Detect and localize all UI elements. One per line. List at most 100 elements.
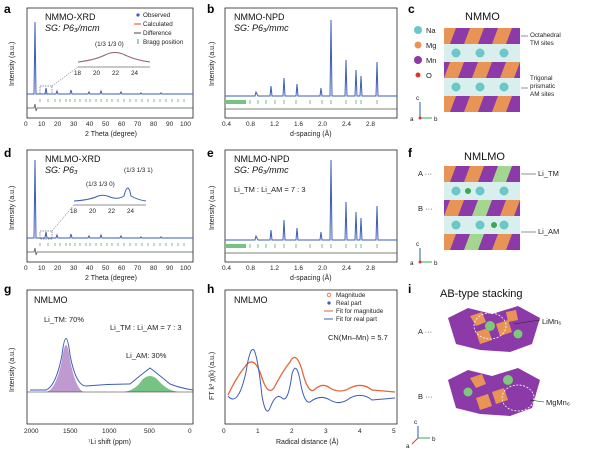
panel-d-diff [27, 247, 193, 256]
panel-b-pattern [225, 19, 397, 97]
inset-a-tick-18: 18 [74, 70, 82, 77]
legend-fit-mag: Fit for magnitude [336, 308, 384, 315]
panel-a: a NMMO-XRD SG: P6₃/mcm Observed Calculat… [4, 2, 194, 138]
panel-g-ylabel: Intensity (a.u.) [9, 348, 16, 392]
panel-e-ylabel: Intensity (a.u.) [209, 186, 216, 230]
panel-b-sg: SG: P6₃/mmc [234, 23, 289, 33]
svg-text:10: 10 [38, 121, 46, 128]
panel-c-note1-line2: TM sites [530, 40, 554, 47]
svg-text:2.4: 2.4 [342, 265, 351, 272]
panel-c-axes: c a b [410, 95, 438, 123]
panel-b-xticks: 0.4 0.8 1.2 1.6 2.0 2.4 2.8 [222, 121, 375, 128]
panel-a-pattern [27, 21, 193, 95]
panel-i-axes: c a b [406, 419, 436, 450]
panel-h-ylabel: FT k³ χ(k) (a.u.) [209, 352, 216, 400]
svg-text:1.2: 1.2 [270, 121, 279, 128]
inset-a-label: (1/3 1/3 0) [95, 41, 124, 48]
legend-mn: Mn [426, 56, 436, 65]
panel-i-letter: i [408, 282, 411, 296]
svg-text:1.6: 1.6 [294, 121, 303, 128]
svg-text:100: 100 [180, 265, 191, 272]
svg-text:2.8: 2.8 [366, 121, 375, 128]
panel-h-title: NMLMO [234, 295, 268, 305]
legend-o: O [426, 71, 432, 80]
panel-g-ratio: Li_TM : Li_AM = 7 : 3 [110, 323, 182, 332]
svg-text:0.4: 0.4 [222, 265, 231, 272]
panel-g-xlabel: ⁷Li shift (ppm) [88, 439, 131, 446]
panel-b-bragg-dense [226, 100, 246, 104]
svg-text:1500: 1500 [63, 428, 78, 435]
svg-text:30: 30 [70, 265, 78, 272]
svg-text:4: 4 [358, 428, 362, 435]
svg-text:20: 20 [54, 265, 62, 272]
svg-text:22: 22 [108, 208, 116, 215]
panel-c-note1-line1: Octahedral [530, 32, 561, 39]
panel-e-ratio: Li_TM : Li_AM = 7 : 3 [234, 185, 306, 194]
panel-c-note2-line3: AM sites [530, 91, 554, 98]
panel-e-sg: SG: P6₃/mmc [234, 165, 289, 175]
panel-e-xlabel: d-spacing (Å) [290, 273, 332, 282]
svg-text:a: a [410, 116, 414, 123]
panel-i-lbl1: LiMn₆ [542, 317, 561, 326]
legend-diff: Difference [143, 30, 172, 37]
svg-text:80: 80 [150, 265, 158, 272]
panel-d-title: NMLMO-XRD [45, 154, 101, 164]
svg-text:70: 70 [134, 121, 142, 128]
panel-h-xticks: 0 1 2 3 4 5 [222, 428, 396, 435]
panel-g-peak2: Li_AM: 30% [126, 351, 167, 360]
panel-f-axes: c a b [410, 241, 438, 267]
panel-g: g NMLMO Li_TM: 70% Li_AM: 30% Li_TM : Li… [4, 282, 194, 446]
svg-text:0: 0 [222, 428, 226, 435]
legend-mg: Mg [426, 41, 436, 50]
panel-c-structure [444, 28, 520, 112]
svg-text:2.0: 2.0 [318, 265, 327, 272]
panel-a-inset: (1/3 1/3 0) 18 20 22 24 [39, 41, 151, 95]
panel-f-li-am: Li_AM [538, 227, 559, 236]
svg-text:b: b [434, 260, 438, 267]
panel-b-bragg [249, 100, 378, 104]
svg-text:1000: 1000 [102, 428, 117, 435]
svg-text:2.8: 2.8 [366, 265, 375, 272]
panel-f-structure [444, 166, 520, 250]
panel-c-title: NMMO [465, 11, 500, 23]
panel-h-real [227, 348, 396, 412]
svg-text:50: 50 [102, 265, 110, 272]
svg-text:b: b [432, 436, 436, 443]
svg-text:18: 18 [70, 208, 78, 215]
panel-d-xticks: 0 10 20 30 40 50 60 70 80 90 100 [24, 265, 191, 272]
panel-g-xticks: 2000 1500 1000 500 0 [24, 428, 192, 435]
legend-fit-real: Fit for real part [336, 316, 377, 323]
svg-text:60: 60 [118, 121, 126, 128]
panel-d-xlabel: 2 Theta (degree) [85, 275, 137, 282]
panel-h-letter: h [207, 282, 214, 296]
panel-b: b NMMO-NPD SG: P6₃/mmc Intensity (a.u.) … [207, 2, 398, 138]
panel-e-letter: e [207, 146, 214, 160]
panel-f-li-tm: Li_TM [538, 169, 559, 178]
svg-text:10: 10 [38, 265, 46, 272]
legend-observed: Observed [143, 12, 171, 19]
legend-calc: Calculated [143, 21, 173, 28]
panel-e-bragg [249, 244, 378, 248]
panel-c-note2-line2: prismatic [530, 83, 555, 90]
panel-f-rowB: B ··· [418, 204, 433, 213]
svg-text:90: 90 [166, 121, 174, 128]
svg-text:c: c [416, 95, 419, 102]
panel-g-spectrum [30, 338, 194, 391]
panel-i-lbl2: MgMn₆ [546, 398, 570, 407]
legend-bragg: Bragg position [143, 39, 184, 46]
panel-h-frame [224, 289, 398, 425]
svg-text:a: a [406, 443, 410, 450]
legend-na-marker [414, 26, 422, 34]
inset-a-tick-22: 22 [112, 70, 120, 77]
panel-c-letter: c [408, 2, 415, 16]
panel-b-title: NMMO-NPD [234, 12, 285, 22]
panel-a-frame [26, 7, 194, 119]
panel-i-layer-a [448, 306, 540, 352]
svg-text:0.4: 0.4 [222, 121, 231, 128]
panel-e-xticks: 0.4 0.8 1.2 1.6 2.0 2.4 2.8 [222, 265, 375, 272]
panel-e-frame [224, 149, 398, 263]
panel-h-magnitude [227, 356, 396, 396]
svg-text:5: 5 [392, 428, 396, 435]
panel-a-diff [27, 103, 193, 112]
